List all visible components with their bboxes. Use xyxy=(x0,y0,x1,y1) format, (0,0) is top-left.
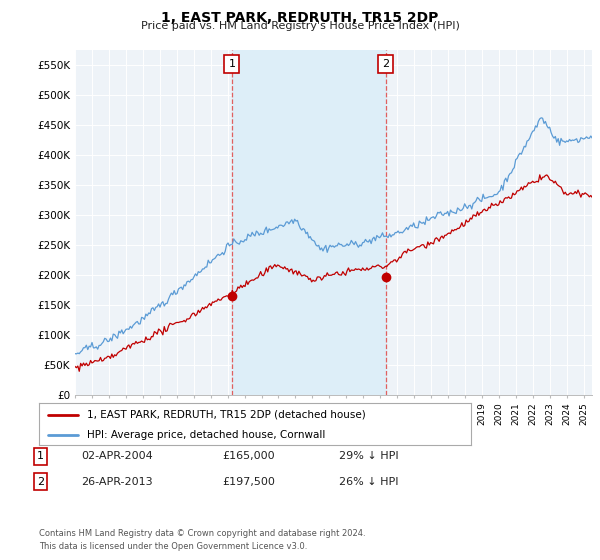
Text: 1: 1 xyxy=(229,59,235,69)
Text: 1, EAST PARK, REDRUTH, TR15 2DP (detached house): 1, EAST PARK, REDRUTH, TR15 2DP (detache… xyxy=(86,410,365,420)
Text: 29% ↓ HPI: 29% ↓ HPI xyxy=(339,451,398,461)
Text: £197,500: £197,500 xyxy=(222,477,275,487)
Text: £165,000: £165,000 xyxy=(222,451,275,461)
Text: Price paid vs. HM Land Registry's House Price Index (HPI): Price paid vs. HM Land Registry's House … xyxy=(140,21,460,31)
Text: HPI: Average price, detached house, Cornwall: HPI: Average price, detached house, Corn… xyxy=(86,430,325,440)
Text: 02-APR-2004: 02-APR-2004 xyxy=(81,451,153,461)
Text: 2: 2 xyxy=(382,59,389,69)
Text: 1, EAST PARK, REDRUTH, TR15 2DP: 1, EAST PARK, REDRUTH, TR15 2DP xyxy=(161,11,439,25)
Text: 1: 1 xyxy=(37,451,44,461)
Text: 26% ↓ HPI: 26% ↓ HPI xyxy=(339,477,398,487)
Text: Contains HM Land Registry data © Crown copyright and database right 2024.
This d: Contains HM Land Registry data © Crown c… xyxy=(39,529,365,550)
Bar xyxy=(232,50,386,395)
Text: 2: 2 xyxy=(37,477,44,487)
Text: 26-APR-2013: 26-APR-2013 xyxy=(81,477,152,487)
